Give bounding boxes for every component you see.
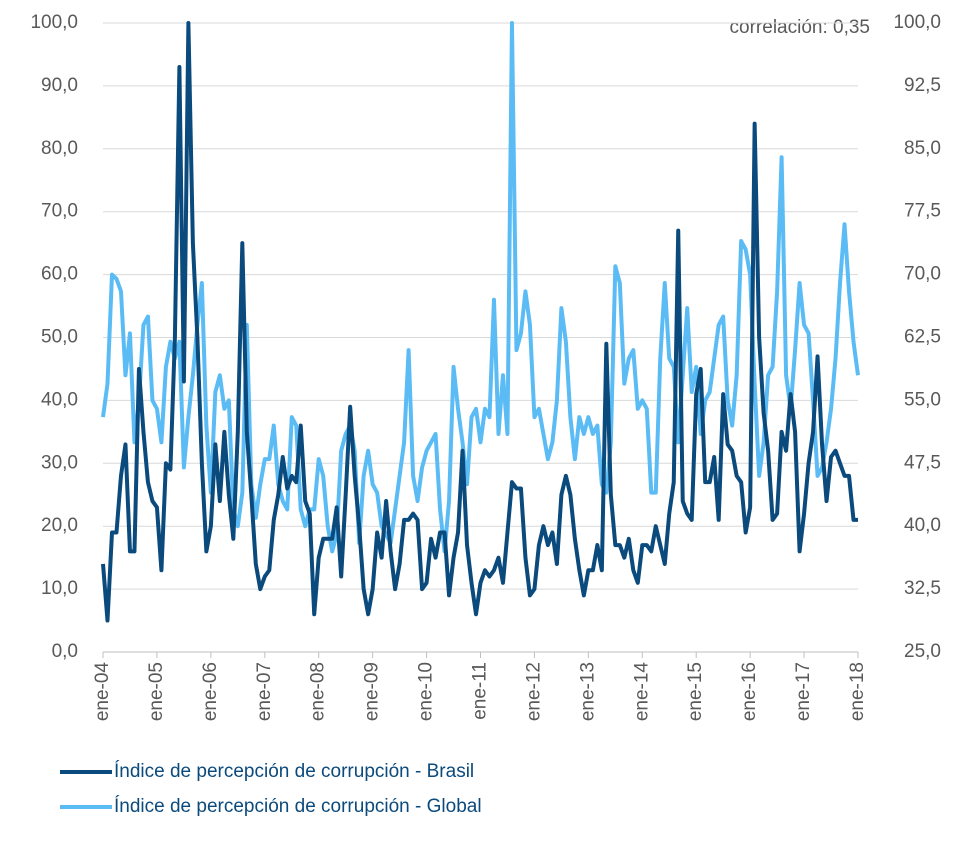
- y2-tick-label: 92,5: [904, 75, 941, 96]
- y2-tick-label: 77,5: [904, 201, 941, 222]
- x-tick-label: ene-14: [631, 662, 652, 722]
- x-tick-label: ene-04: [92, 662, 113, 722]
- series-line: [101, 21, 858, 623]
- y2-tick-label: 25,0: [904, 641, 941, 662]
- y-tick-label: 10,0: [41, 578, 78, 599]
- legend-label: Índice de percepción de corrupción - Glo…: [114, 796, 482, 817]
- y-tick-label: 40,0: [41, 389, 78, 410]
- y2-tick-label: 85,0: [904, 138, 941, 159]
- y-tick-label: 30,0: [41, 452, 78, 473]
- y2-tick-label: 62,5: [904, 327, 941, 348]
- x-tick-label: ene-10: [416, 662, 437, 721]
- y-tick-label: 70,0: [41, 201, 78, 222]
- x-tick-label: ene-18: [847, 662, 868, 721]
- legend-label: Índice de percepción de corrupción - Bra…: [114, 761, 474, 782]
- x-tick-label: ene-06: [200, 662, 221, 721]
- x-tick-label: ene-08: [308, 662, 329, 721]
- y2-tick-label: 47,5: [904, 452, 941, 473]
- y-tick-label: 20,0: [41, 515, 78, 536]
- y2-tick-label: 100,0: [893, 12, 941, 33]
- x-tick-label: ene-17: [793, 662, 814, 721]
- x-tick-label: ene-16: [739, 662, 760, 721]
- x-tick-label: ene-09: [362, 662, 383, 721]
- x-tick-label: ene-13: [577, 662, 598, 721]
- y-tick-label: 90,0: [41, 75, 78, 96]
- y-tick-label: 60,0: [41, 264, 78, 285]
- x-tick-label: ene-11: [470, 662, 491, 720]
- y-tick-label: 0,0: [52, 641, 78, 662]
- y-tick-label: 100,0: [30, 12, 78, 33]
- x-tick-label: ene-05: [146, 662, 167, 721]
- y2-tick-label: 32,5: [904, 578, 941, 599]
- series-line: [101, 21, 860, 554]
- y2-tick-label: 70,0: [904, 264, 941, 285]
- y2-tick-label: 55,0: [904, 389, 941, 410]
- x-tick-label: ene-12: [523, 662, 544, 721]
- y-tick-label: 50,0: [41, 327, 78, 348]
- x-tick-label: ene-15: [685, 662, 706, 721]
- x-tick-label: ene-07: [254, 662, 275, 721]
- y2-tick-label: 40,0: [904, 515, 941, 536]
- y-tick-label: 80,0: [41, 138, 78, 159]
- annotation: correlación: 0,35: [730, 17, 870, 38]
